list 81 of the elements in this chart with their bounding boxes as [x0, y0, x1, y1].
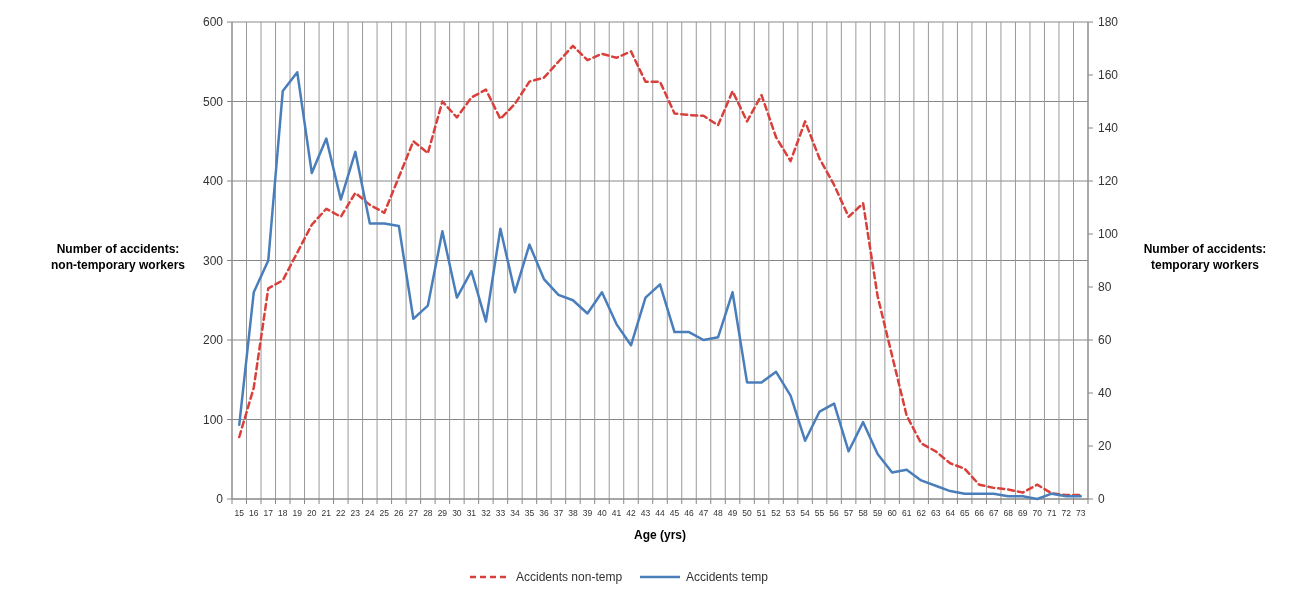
x-tick-label: 45 — [669, 508, 680, 518]
x-tick-label: 40 — [597, 508, 607, 518]
x-tick-label: 30 — [452, 508, 462, 518]
x-tick-label: 51 — [756, 508, 767, 518]
x-tick-label: 41 — [611, 508, 622, 518]
x-tick-label: 38 — [568, 508, 578, 518]
x-tick-label: 65 — [959, 508, 970, 518]
x-tick-label: 52 — [771, 508, 782, 518]
y2-tick-label: 60 — [1098, 333, 1112, 348]
x-tick-label: 28 — [423, 508, 433, 518]
y2-tick-label: 0 — [1098, 492, 1105, 507]
x-tick-label: 19 — [292, 508, 303, 518]
x-tick-label: 66 — [974, 508, 985, 518]
x-tick-label: 20 — [307, 508, 317, 518]
x-tick-label: 64 — [945, 508, 956, 518]
x-tick-label: 47 — [698, 508, 709, 518]
x-tick-label: 15 — [234, 508, 245, 518]
x-tick-label: 27 — [408, 508, 419, 518]
y2-tick-label: 40 — [1098, 386, 1112, 401]
y2-tick-label: 160 — [1098, 68, 1119, 83]
x-tick-label: 50 — [742, 508, 753, 518]
x-tick-label: 25 — [379, 508, 390, 518]
y2-tick-label: 180 — [1098, 15, 1119, 30]
x-tick-label: 22 — [336, 508, 346, 518]
y-tick-label: 500 — [202, 94, 224, 109]
x-tick-label: 24 — [365, 508, 375, 518]
x-tick-label: 70 — [1032, 508, 1043, 518]
y-tick-label: 400 — [202, 174, 224, 189]
x-tick-label: 58 — [858, 508, 869, 518]
x-tick-label: 32 — [481, 508, 491, 518]
x-tick-label: 42 — [626, 508, 636, 518]
x-tick-label: 39 — [582, 508, 593, 518]
x-tick-label: 17 — [263, 508, 274, 518]
x-tick-label: 29 — [437, 508, 448, 518]
x-tick-label: 72 — [1061, 508, 1072, 518]
y-tick-label: 600 — [202, 15, 224, 30]
x-tick-label: 68 — [1003, 508, 1014, 518]
y-tick-label: 100 — [202, 412, 224, 427]
x-tick-label: 23 — [350, 508, 361, 518]
x-tick-label: 16 — [249, 508, 259, 518]
x-tick-label: 55 — [814, 508, 825, 518]
x-axis-title: Age (yrs) — [633, 528, 687, 542]
legend-label: Accidents non-temp — [516, 570, 623, 584]
y-tick-label: 200 — [202, 333, 224, 348]
y-tick-label: 0 — [216, 492, 224, 507]
x-tick-label: 59 — [872, 508, 883, 518]
x-tick-label: 35 — [524, 508, 535, 518]
y-tick-label: 300 — [202, 253, 224, 268]
y2-tick-label: 20 — [1098, 439, 1112, 454]
x-tick-label: 34 — [510, 508, 520, 518]
y2-tick-label: 140 — [1098, 121, 1119, 136]
x-tick-label: 73 — [1076, 508, 1086, 518]
x-tick-label: 67 — [988, 508, 999, 518]
y2-tick-label: 120 — [1098, 174, 1119, 189]
x-tick-label: 62 — [916, 508, 927, 518]
y2-tick-label: 100 — [1098, 227, 1119, 242]
x-tick-label: 57 — [843, 508, 854, 518]
x-tick-label: 53 — [785, 508, 796, 518]
x-tick-label: 44 — [655, 508, 665, 518]
x-tick-label: 46 — [684, 508, 695, 518]
y2-axis-title: Number of accidents: temporary workers — [1143, 241, 1267, 272]
x-tick-label: 31 — [466, 508, 477, 518]
x-tick-label: 71 — [1046, 508, 1057, 518]
y-axis-title: Number of accidents: non-temporary workers — [50, 241, 186, 272]
legend-label: Accidents temp — [686, 570, 769, 584]
x-tick-label: 37 — [553, 508, 564, 518]
x-tick-label: 60 — [887, 508, 898, 518]
x-tick-label: 43 — [640, 508, 651, 518]
x-tick-label: 61 — [901, 508, 912, 518]
x-tick-label: 18 — [278, 508, 288, 518]
x-tick-label: 49 — [727, 508, 738, 518]
x-tick-label: 48 — [713, 508, 724, 518]
x-tick-label: 36 — [539, 508, 549, 518]
x-tick-label: 26 — [394, 508, 404, 518]
x-tick-label: 69 — [1017, 508, 1028, 518]
x-tick-label: 21 — [321, 508, 332, 518]
x-tick-label: 56 — [829, 508, 840, 518]
y2-tick-label: 80 — [1098, 280, 1112, 295]
x-tick-label: 63 — [930, 508, 941, 518]
x-tick-label: 33 — [495, 508, 506, 518]
x-tick-label: 54 — [800, 508, 811, 518]
